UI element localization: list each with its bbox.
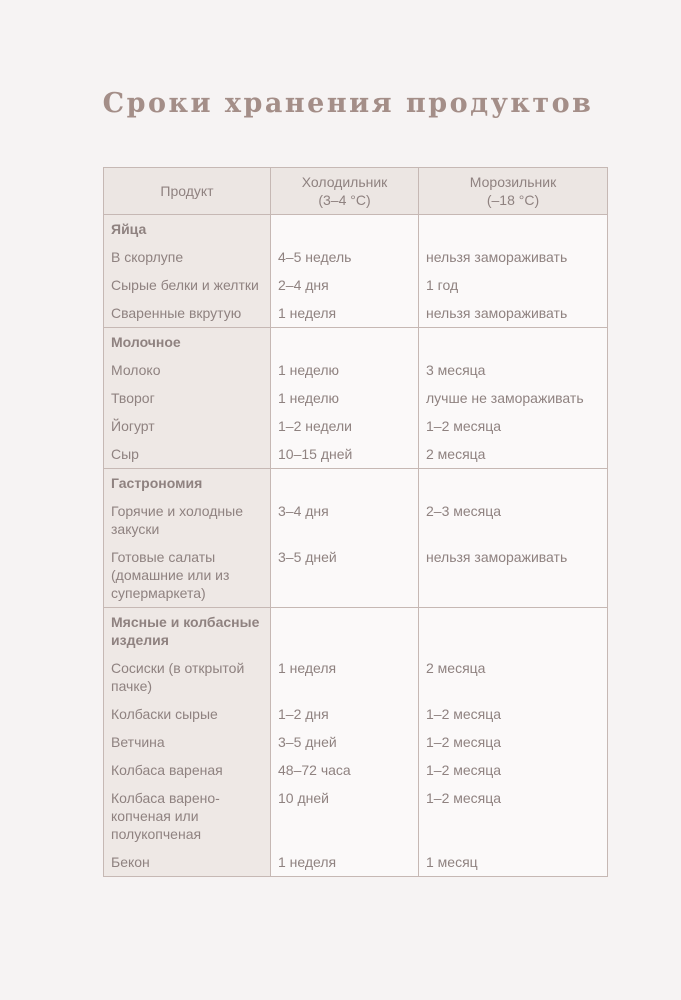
freezer-cell: 1 год xyxy=(418,271,608,299)
freezer-cell: 1–2 месяца xyxy=(418,784,608,848)
table-row: Горячие и холодные закуски 3–4 дня 2–3 мес… xyxy=(103,497,608,543)
group-1: Молочное Молоко 1 неделю 3 месяца Творог 1 не… xyxy=(103,327,608,469)
fridge-cell: 10–15 дней xyxy=(270,440,419,469)
group-label-row: Молочное xyxy=(103,327,608,356)
product-cell: В скорлупе xyxy=(103,243,271,271)
product-cell: Колбаса вареная xyxy=(103,756,271,784)
fridge-cell: 10 дней xyxy=(270,784,419,848)
product-cell: Йогурт xyxy=(103,412,271,440)
freezer-cell: 2 месяца xyxy=(418,440,608,469)
freezer-cell: лучше не замораживать xyxy=(418,384,608,412)
table-row: Готовые салаты (домашние или из супермар… xyxy=(103,543,608,608)
header-label: Морозильник (–18 °C) xyxy=(469,174,557,208)
fridge-cell: 1 неделю xyxy=(270,384,419,412)
freezer-cell: 1–2 месяца xyxy=(418,412,608,440)
empty-cell xyxy=(418,607,608,654)
table-row: Сыр 10–15 дней 2 месяца xyxy=(103,440,608,469)
empty-cell xyxy=(270,468,419,497)
table-row: Сосиски (в открытой пачке) 1 неделя 2 меся… xyxy=(103,654,608,700)
product-cell: Сыр xyxy=(103,440,271,469)
freezer-cell: 2 месяца xyxy=(418,654,608,700)
freezer-cell: 1–2 месяца xyxy=(418,728,608,756)
empty-cell xyxy=(418,468,608,497)
freezer-cell: нельзя замораживать xyxy=(418,243,608,271)
storage-table: Продукт Холодильник (3–4 °C) Морозильник… xyxy=(103,167,608,877)
fridge-cell: 3–5 дней xyxy=(270,543,419,608)
fridge-cell: 1–2 дня xyxy=(270,700,419,728)
product-cell: Готовые салаты (домашние или из супермар… xyxy=(103,543,271,608)
header-label: Холодильник (3–4 °C) xyxy=(301,174,388,208)
freezer-cell: 2–3 месяца xyxy=(418,497,608,543)
empty-cell xyxy=(418,214,608,243)
table-row: Колбаса варено-копченая или полукопченая… xyxy=(103,784,608,848)
group-label-row: Гастрономия xyxy=(103,468,608,497)
fridge-cell: 4–5 недель xyxy=(270,243,419,271)
fridge-cell: 3–5 дней xyxy=(270,728,419,756)
fridge-cell: 1 неделю xyxy=(270,356,419,384)
empty-cell xyxy=(270,327,419,356)
table-row: Ветчина 3–5 дней 1–2 месяца xyxy=(103,728,608,756)
fridge-cell: 1 неделя xyxy=(270,848,419,877)
group-label-row: Яйца xyxy=(103,214,608,243)
product-cell: Сосиски (в открытой пачке) xyxy=(103,654,271,700)
product-cell: Горячие и холодные закуски xyxy=(103,497,271,543)
fridge-cell: 1 неделя xyxy=(270,299,419,328)
table-row: В скорлупе 4–5 недель нельзя замораживать xyxy=(103,243,608,271)
freezer-cell: 1–2 месяца xyxy=(418,756,608,784)
product-cell: Бекон xyxy=(103,848,271,877)
freezer-cell: 1–2 месяца xyxy=(418,700,608,728)
product-cell: Колбаски сырые xyxy=(103,700,271,728)
fridge-cell: 1 неделя xyxy=(270,654,419,700)
product-cell: Колбаса варено-копченая или полукопченая xyxy=(103,784,271,848)
table-row: Йогурт 1–2 недели 1–2 месяца xyxy=(103,412,608,440)
header-product: Продукт xyxy=(103,167,271,215)
product-cell: Сырые белки и желтки xyxy=(103,271,271,299)
table-header: Продукт Холодильник (3–4 °C) Морозильник… xyxy=(103,167,608,215)
product-cell: Творог xyxy=(103,384,271,412)
header-fridge: Холодильник (3–4 °C) xyxy=(270,167,419,215)
group-3: Мясные и колбасные изделия Сосиски (в отк… xyxy=(103,607,608,877)
table-row: Сырые белки и желтки 2–4 дня 1 год xyxy=(103,271,608,299)
group-label: Гастрономия xyxy=(103,468,271,497)
fridge-cell: 2–4 дня xyxy=(270,271,419,299)
table-row: Творог 1 неделю лучше не замораживать xyxy=(103,384,608,412)
product-cell: Сваренные вкрутую xyxy=(103,299,271,328)
empty-cell xyxy=(270,214,419,243)
group-label: Мясные и колбасные изделия xyxy=(103,607,271,654)
table-row: Колбаса вареная 48–72 часа 1–2 месяца xyxy=(103,756,608,784)
freezer-cell: нельзя замораживать xyxy=(418,543,608,608)
table-row: Молоко 1 неделю 3 месяца xyxy=(103,356,608,384)
product-cell: Молоко xyxy=(103,356,271,384)
table-row: Сваренные вкрутую 1 неделя нельзя заморажи… xyxy=(103,299,608,328)
group-0: Яйца В скорлупе 4–5 недель нельзя заморажив… xyxy=(103,214,608,328)
group-label: Яйца xyxy=(103,214,271,243)
group-2: Гастрономия Горячие и холодные закуски 3–4… xyxy=(103,468,608,608)
freezer-cell: нельзя замораживать xyxy=(418,299,608,328)
empty-cell xyxy=(418,327,608,356)
fridge-cell: 1–2 недели xyxy=(270,412,419,440)
product-cell: Ветчина xyxy=(103,728,271,756)
header-freezer: Морозильник (–18 °C) xyxy=(418,167,608,215)
table-row: Бекон 1 неделя 1 месяц xyxy=(103,848,608,877)
group-label-row: Мясные и колбасные изделия xyxy=(103,607,608,654)
table-row: Колбаски сырые 1–2 дня 1–2 месяца xyxy=(103,700,608,728)
group-label: Молочное xyxy=(103,327,271,356)
page-title: Сроки хранения продуктов xyxy=(102,88,594,119)
fridge-cell: 3–4 дня xyxy=(270,497,419,543)
freezer-cell: 1 месяц xyxy=(418,848,608,877)
fridge-cell: 48–72 часа xyxy=(270,756,419,784)
empty-cell xyxy=(270,607,419,654)
freezer-cell: 3 месяца xyxy=(418,356,608,384)
